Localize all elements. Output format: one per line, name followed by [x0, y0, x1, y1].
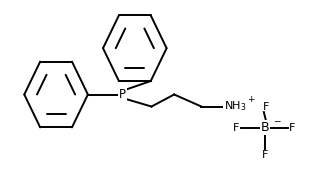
- Text: B: B: [261, 121, 269, 134]
- Text: P: P: [119, 88, 126, 101]
- Text: −: −: [273, 116, 280, 125]
- Text: F: F: [289, 123, 295, 133]
- Text: NH$_3$: NH$_3$: [224, 100, 247, 113]
- Text: F: F: [262, 150, 268, 160]
- Text: +: +: [247, 95, 255, 104]
- Text: F: F: [263, 101, 269, 112]
- Text: F: F: [233, 123, 239, 133]
